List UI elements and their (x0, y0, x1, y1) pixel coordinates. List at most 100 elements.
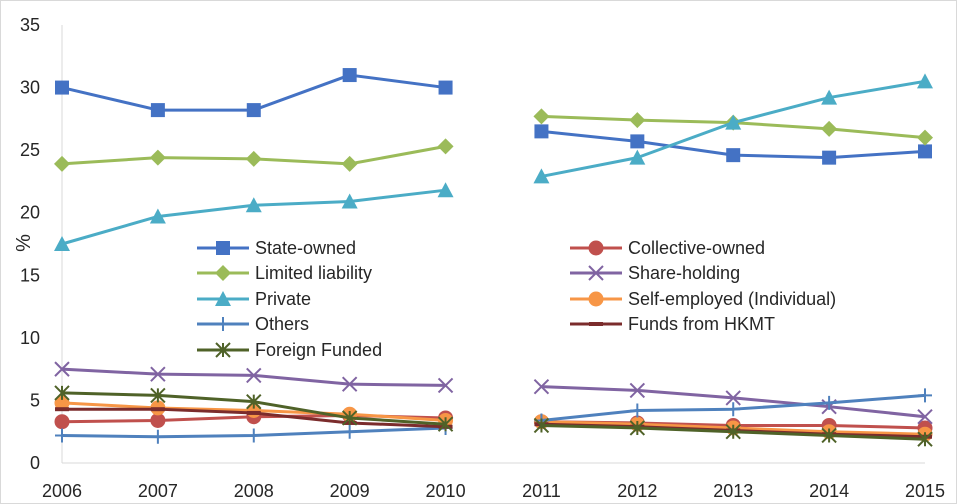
data-point (629, 420, 646, 436)
x-tick-label: 2010 (426, 481, 466, 501)
legend-swatch-marker (215, 291, 231, 306)
legend-label: Others (255, 314, 309, 334)
x-tick-label: 2011 (522, 481, 561, 501)
x-tick-label: 2006 (42, 481, 82, 501)
data-point (438, 80, 453, 95)
data-point (437, 138, 454, 155)
data-point (341, 410, 358, 426)
data-point (54, 236, 70, 251)
data-point (917, 73, 933, 89)
data-point (342, 424, 357, 439)
data-point (54, 395, 70, 411)
legend-label: Self-employed (Individual) (628, 289, 836, 309)
data-point (342, 68, 357, 83)
data-point (55, 428, 69, 443)
data-point (629, 112, 646, 129)
legend-label: Collective-owned (628, 238, 765, 258)
data-point (917, 431, 933, 447)
data-point (917, 129, 933, 146)
data-point (822, 150, 837, 165)
x-tick-label: 2008 (234, 481, 274, 501)
data-point (725, 114, 742, 130)
data-point (725, 390, 741, 406)
legend-swatch-marker (588, 265, 604, 281)
data-point (54, 361, 70, 377)
data-point (629, 382, 646, 399)
legend-label: Private (255, 289, 311, 309)
data-point (149, 149, 166, 166)
data-point (246, 428, 261, 443)
data-point (341, 376, 358, 392)
data-point (246, 410, 261, 415)
data-point (150, 366, 166, 382)
data-point (533, 378, 550, 395)
data-point (54, 385, 70, 401)
data-point (246, 393, 262, 410)
data-point (341, 193, 358, 209)
legend-label: Funds from HKMT (628, 314, 775, 334)
legend-label: Foreign Funded (255, 340, 382, 360)
y-tick-label: 35 (20, 15, 40, 35)
data-point (149, 208, 166, 224)
data-point (150, 387, 166, 404)
data-point (533, 108, 550, 125)
data-point (341, 155, 358, 172)
y-tick-label: 25 (20, 140, 40, 160)
legend-label: State-owned (255, 238, 356, 258)
data-point (246, 367, 262, 384)
data-point (245, 150, 262, 167)
y-tick-label: 15 (20, 265, 40, 285)
legend-swatch-marker (588, 240, 604, 256)
series-line (61, 367, 446, 387)
legend-swatch-marker (589, 322, 603, 326)
legend-label: Limited liability (255, 263, 372, 283)
data-point (726, 402, 741, 417)
data-point (726, 148, 741, 163)
x-tick-label: 2007 (138, 481, 178, 501)
legend-swatch-marker (216, 317, 230, 331)
data-point (629, 149, 646, 165)
data-point (150, 429, 165, 444)
data-point (55, 407, 69, 412)
x-tick-label: 2013 (713, 481, 753, 501)
x-tick-label: 2015 (905, 481, 945, 501)
data-point (534, 124, 549, 139)
data-point (55, 80, 69, 95)
data-point (245, 197, 262, 213)
data-point (150, 407, 165, 412)
data-point (918, 144, 932, 159)
y-tick-label: 5 (30, 390, 40, 410)
data-point (150, 412, 166, 428)
data-point (918, 388, 932, 403)
legend-swatch-marker (215, 342, 231, 358)
legend-label: Share-holding (628, 263, 740, 283)
data-point (150, 103, 165, 118)
data-point (821, 427, 837, 444)
y-tick-label: 10 (20, 328, 40, 348)
data-point (917, 408, 933, 425)
data-point (437, 377, 454, 394)
y-tick-label: 20 (20, 203, 40, 223)
data-point (54, 414, 70, 430)
legend-swatch-marker (588, 291, 604, 307)
data-point (533, 417, 550, 434)
data-point (821, 120, 838, 137)
data-point (630, 134, 645, 149)
data-point (437, 416, 454, 432)
legend-swatch-marker (215, 265, 231, 281)
x-tick-label: 2009 (330, 481, 370, 501)
data-point (437, 182, 454, 198)
data-point (725, 424, 741, 440)
data-point (821, 89, 838, 105)
y-tick-label: 0 (30, 453, 40, 473)
data-point (630, 403, 645, 418)
data-point (533, 168, 550, 184)
data-point (246, 103, 261, 118)
y-axis-label: % (13, 234, 35, 252)
x-tick-label: 2014 (809, 481, 849, 501)
x-tick-label: 2012 (617, 481, 657, 501)
data-point (822, 395, 837, 410)
